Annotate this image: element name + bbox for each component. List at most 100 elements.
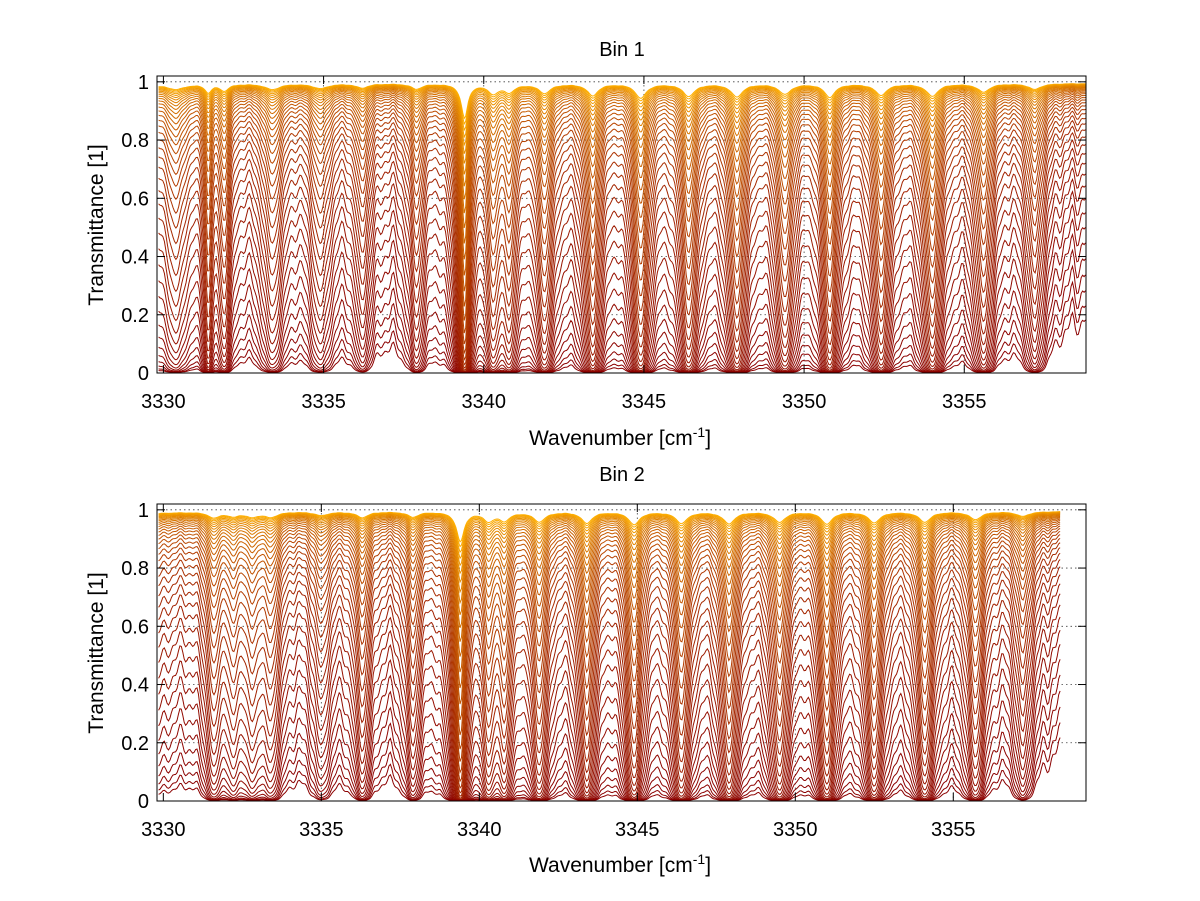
- y-tick-label: 0.8: [121, 558, 149, 580]
- y-tick-label: 0.4: [121, 675, 149, 697]
- spectrum-line: [158, 147, 1086, 373]
- y-tick-label: 0.4: [121, 247, 149, 269]
- spectrum-line: [158, 83, 1086, 120]
- spectrum-line: [158, 516, 1061, 642]
- spectrum-line: [158, 706, 1061, 801]
- spectrum-line: [158, 86, 1086, 200]
- x-tick-label: 3340: [457, 819, 502, 841]
- spectrum-line: [158, 593, 1061, 801]
- panel-1-title: Bin 1: [599, 39, 645, 61]
- spectrum-line: [158, 518, 1061, 673]
- spectrum-line: [158, 583, 1061, 801]
- spectrum-line: [158, 514, 1061, 605]
- panel-2-y-axis-label: Transmittance [1]: [85, 572, 108, 733]
- spectrum-line: [158, 203, 1086, 373]
- x-tick-label: 3350: [782, 391, 827, 413]
- y-tick-label: 0: [138, 791, 149, 813]
- spectrum-line: [158, 690, 1061, 801]
- x-tick-label: 3350: [773, 819, 818, 841]
- x-tick-label: 3345: [615, 819, 660, 841]
- y-tick-label: 0.6: [121, 188, 149, 210]
- spectrum-line: [158, 523, 1061, 721]
- panel-2-x-axis-label: Wavenumber [cm-1]: [529, 851, 711, 877]
- spectrum-line: [158, 512, 1061, 567]
- spectrum-line: [158, 528, 1061, 750]
- spectrum-line: [158, 100, 1086, 334]
- spectrum-line: [158, 521, 1061, 705]
- spectrum-line: [158, 574, 1061, 801]
- spectrum-line: [158, 139, 1086, 373]
- spectrum-line: [158, 659, 1061, 801]
- panel-1-series: [158, 83, 1086, 373]
- spectrum-line: [158, 89, 1086, 244]
- spectrum-line: [158, 513, 1061, 584]
- spectrum-line: [158, 513, 1061, 594]
- spectrum-line: [158, 644, 1061, 801]
- spectrum-line: [158, 737, 1061, 801]
- x-tick-label: 3330: [141, 391, 186, 413]
- spectrum-line: [158, 537, 1061, 783]
- x-tick-label: 3335: [301, 391, 346, 413]
- spectrum-line: [158, 93, 1086, 292]
- y-tick-label: 1: [138, 72, 149, 94]
- y-tick-label: 0.6: [121, 616, 149, 638]
- panel-1-y-axis-label: Transmittance [1]: [85, 144, 108, 305]
- x-tick-label: 3335: [299, 819, 344, 841]
- spectrum-line: [158, 85, 1086, 175]
- spectrum-line: [158, 552, 1061, 797]
- spectrum-line: [158, 530, 1061, 762]
- spectrum-line: [158, 616, 1061, 801]
- spectrum-line: [158, 83, 1086, 132]
- spectrum-line: [158, 85, 1086, 164]
- y-tick-label: 0: [138, 363, 149, 385]
- spectrum-line: [158, 84, 1086, 154]
- spectrum-line: [158, 547, 1061, 794]
- panel-bin-2: Bin 2 3330 3335 3340 3345 3350 3355 0 0.2 0.4 0.…: [85, 464, 1087, 877]
- spectrum-line: [158, 103, 1086, 345]
- panel-1-x-axis-label: Wavenumber [cm-1]: [529, 424, 711, 450]
- spectrum-line: [158, 722, 1061, 801]
- panel-2-x-ticks: 3330 3335 3340 3345 3350 3355: [141, 504, 976, 841]
- spectrum-line: [158, 630, 1061, 801]
- panel-1-x-ticks: 3330 3335 3340 3345 3350 3355: [141, 76, 987, 413]
- spectrum-line: [158, 95, 1086, 307]
- y-tick-label: 0.2: [121, 305, 149, 327]
- spectrum-line: [158, 515, 1061, 628]
- spectrum-line: [158, 106, 1086, 355]
- panel-bin-1: Bin 1 3330 3335 3340 3345 3350 3355 0 0.2 0.4 0.…: [85, 39, 1087, 450]
- spectrum-line: [158, 166, 1086, 373]
- x-tick-label: 3345: [622, 391, 667, 413]
- spectrum-line: [158, 90, 1086, 260]
- spectrum-line: [158, 674, 1061, 801]
- panel-1-y-ticks: 0 0.2 0.4 0.6 0.8 1: [121, 72, 1086, 385]
- panel-2-title: Bin 2: [599, 464, 645, 486]
- x-tick-label: 3330: [141, 819, 186, 841]
- spectrum-line: [158, 131, 1086, 372]
- spectrum-line: [158, 110, 1086, 362]
- spectrum-line: [158, 514, 1061, 615]
- x-tick-label: 3355: [931, 819, 976, 841]
- spectrum-line: [158, 542, 1061, 790]
- spectrum-line: [158, 84, 1086, 147]
- spectrum-line: [158, 119, 1086, 369]
- spectrum-line: [158, 86, 1086, 187]
- spectrum-line: [158, 190, 1086, 373]
- x-tick-label: 3355: [942, 391, 987, 413]
- y-tick-label: 0.8: [121, 130, 149, 152]
- spectrum-line: [158, 114, 1086, 366]
- spectrum-line: [158, 156, 1086, 373]
- spectrum-line: [158, 512, 1061, 575]
- spectrum-line: [158, 88, 1086, 229]
- spectrum-line: [158, 83, 1086, 126]
- spectrum-line: [158, 604, 1061, 801]
- spectrum-line: [158, 511, 1061, 560]
- y-tick-label: 0.2: [121, 733, 149, 755]
- spectrum-line: [158, 178, 1086, 373]
- panel-2-y-ticks: 0 0.2 0.4 0.6 0.8 1: [121, 500, 1086, 813]
- spectrum-line: [158, 520, 1061, 689]
- spectrum-line: [158, 125, 1086, 371]
- spectrum-line: [158, 517, 1061, 657]
- panel-2-series: [158, 511, 1061, 801]
- spectrum-line: [158, 98, 1086, 321]
